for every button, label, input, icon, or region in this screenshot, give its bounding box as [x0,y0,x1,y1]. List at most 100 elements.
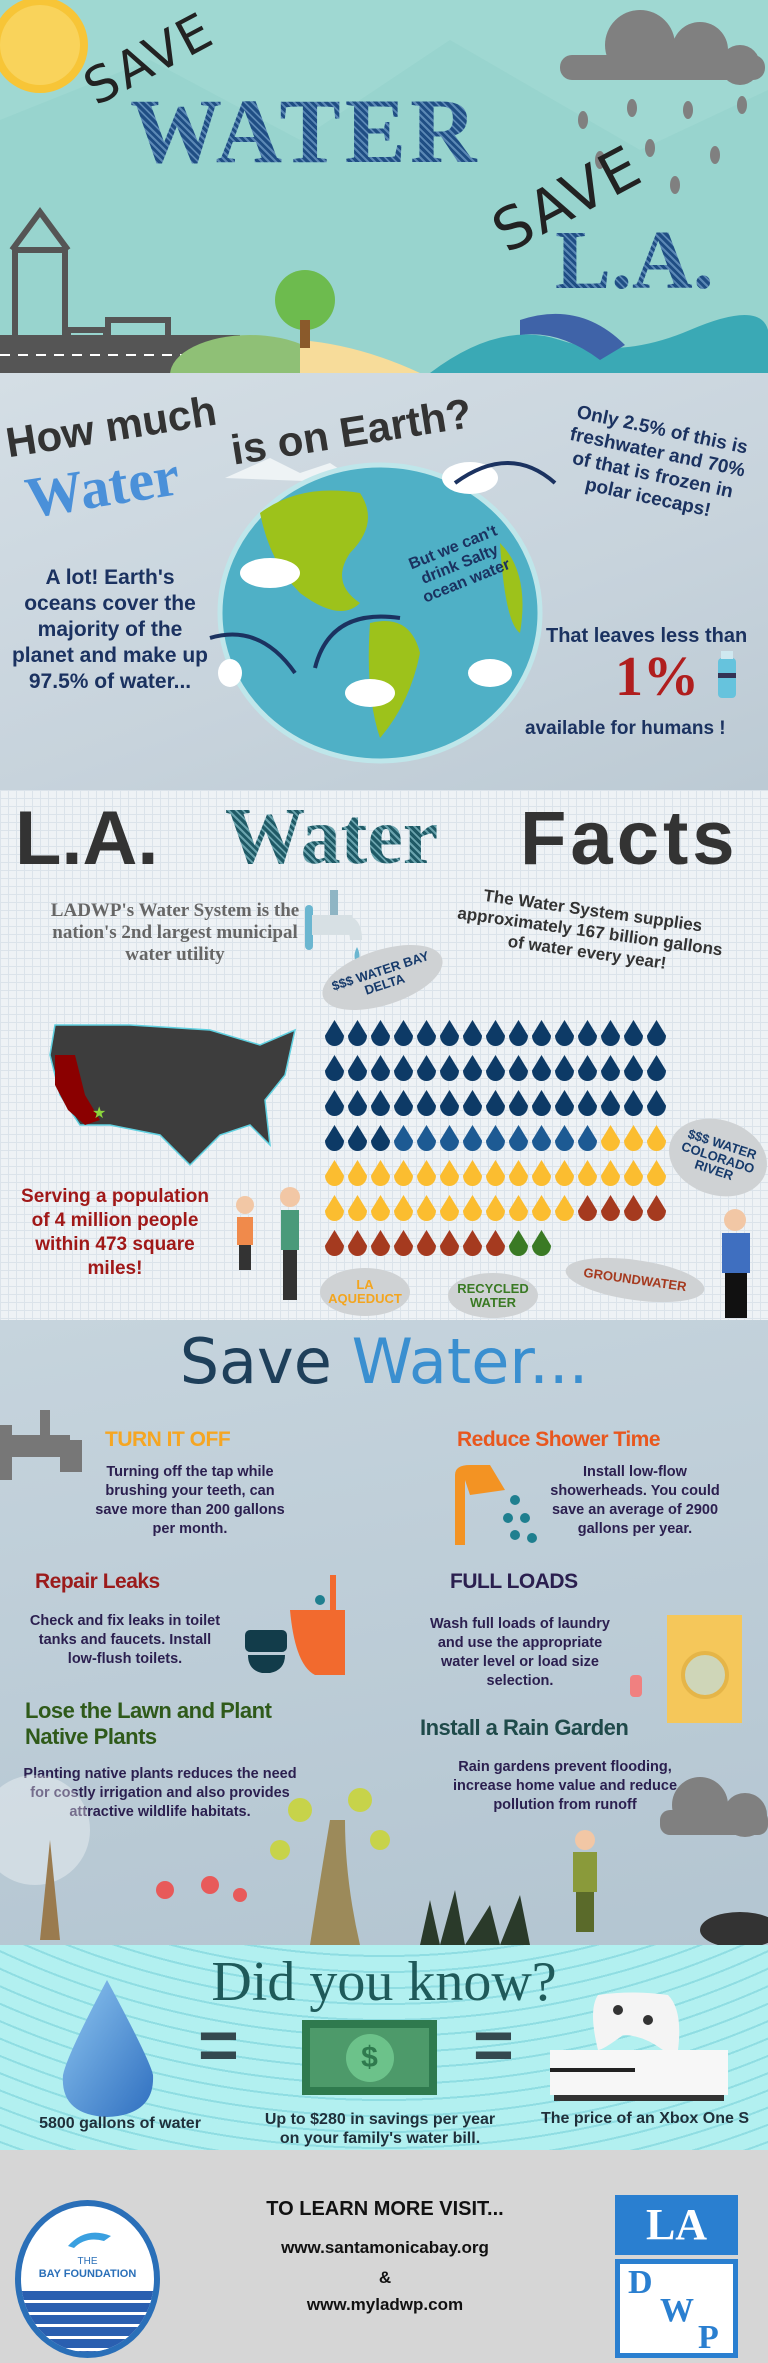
water-drop-la-aqueduct [371,1195,390,1221]
water-drop-bay-delta [325,1090,344,1116]
available-for-humans: available for humans ! [525,718,726,739]
water-drop-bay-delta [371,1020,390,1046]
water-drop-colorado-river [394,1125,413,1151]
save-title-water: Water... [351,1325,589,1398]
water-drop-bay-delta [348,1125,367,1151]
water-drop-groundwater [647,1195,666,1221]
water-drop-bay-delta [463,1020,482,1046]
arrow [453,461,557,485]
socks-icon [630,1675,642,1697]
water-drop-bay-delta [532,1020,551,1046]
water-drop-bay-delta [348,1055,367,1081]
save-title-save: Save [179,1325,332,1398]
water-drop-colorado-river [486,1125,505,1151]
la-star-icon: ★ [92,1105,106,1122]
water-drop-la-aqueduct [624,1125,643,1151]
ampersand: & [378,2268,392,2287]
facts-title-facts: Facts [520,796,739,881]
water-drop-groundwater [417,1230,436,1256]
water-drop-colorado-river [417,1125,436,1151]
water-drop-la-aqueduct [325,1160,344,1186]
equals-sign: = [198,2006,239,2084]
water-drop-groundwater [371,1230,390,1256]
water-drop-la-aqueduct [348,1160,367,1186]
facts-title-la: L.A. [15,796,159,881]
water-drop-la-aqueduct [647,1125,666,1151]
population-fact: Serving a population of 4 million people… [21,1186,209,1279]
tip-heading-native-plants: Lose the Lawn and Plant Native Plants [25,1698,272,1749]
washing-machine-icon [630,1615,742,1723]
water-drop-bay-delta [647,1055,666,1081]
tip-text-turn-it-off: Turning off the tap while brushing your … [95,1464,285,1537]
water-drop-bay-delta [624,1020,643,1046]
water-drop-bay-delta [624,1055,643,1081]
tip-text-native-plants: Planting native plants reduces the need … [23,1766,297,1820]
tip-text-shower: Install low-flow showerheads. You could … [550,1464,720,1537]
water-drop-la-aqueduct [463,1195,482,1221]
rain-cloud-icon [660,1777,768,1837]
water-drop-la-aqueduct [440,1195,459,1221]
water-drop-bay-delta [532,1090,551,1116]
water-drop-la-aqueduct [440,1160,459,1186]
water-drop-la-aqueduct [578,1160,597,1186]
water-drop-bay-delta [325,1020,344,1046]
bay-logo-name: BAY FOUNDATION [38,2268,137,2280]
water-drop-bay-delta [601,1020,620,1046]
water-drop-la-aqueduct [486,1160,505,1186]
water-drop-colorado-river [532,1125,551,1151]
water-drop-la-aqueduct [371,1160,390,1186]
tree-icon [40,1840,60,1940]
water-drop-colorado-river [509,1125,528,1151]
water-drop-bay-delta [578,1020,597,1046]
rain-cloud-icon [560,10,765,194]
water-drop-icon [62,1980,154,2117]
water-drop-la-aqueduct [394,1160,413,1186]
water-drop-bay-delta [394,1055,413,1081]
water-drop-la-aqueduct [555,1160,574,1186]
water-drop-bay-delta [578,1055,597,1081]
water-drop-groundwater [348,1230,367,1256]
water-drop-bay-delta [647,1020,666,1046]
tip-heading-rain-garden: Install a Rain Garden [420,1715,629,1740]
water-drop-la-aqueduct [601,1160,620,1186]
water-drop-bay-delta [555,1055,574,1081]
water-drop-groundwater [394,1230,413,1256]
california-highlight [55,1055,100,1125]
people-walking-illustration [236,1187,300,1300]
link-santamonicabay[interactable]: www.santamonicabay.org [281,2238,489,2257]
water-drop-colorado-river [555,1125,574,1151]
water-drop-bay-delta [394,1090,413,1116]
tip-heading-repair-leaks: Repair Leaks [35,1570,160,1593]
tree-icon [310,1820,360,1945]
water-drop-bay-delta [463,1055,482,1081]
label-la-aqueduct: LA AQUEDUCT [320,1268,410,1316]
did-you-know-section: Did you know? = $ = 5800 gallons of wate… [0,1945,768,2150]
facts-title-water: Water [225,793,439,881]
toilet-and-sink-icon [245,1575,345,1675]
water-drop-la-aqueduct [555,1195,574,1221]
water-drop-la-aqueduct [532,1195,551,1221]
water-drop-bay-delta [371,1125,390,1151]
water-drop-bay-delta [555,1090,574,1116]
ladwp-logo-w: W [660,2292,694,2329]
tip-heading-shower: Reduce Shower Time [457,1428,661,1451]
hero-la: L.A. [555,214,714,307]
water-drop-colorado-river [463,1125,482,1151]
learn-more-heading: TO LEARN MORE VISIT... [266,2198,504,2220]
water-drop-colorado-river [440,1125,459,1151]
faucet-icon [0,1410,82,1480]
water-drop-la-aqueduct [624,1160,643,1186]
link-myladwp[interactable]: www.myladwp.com [306,2295,464,2314]
water-drop-groundwater [440,1230,459,1256]
dollar-bill-icon: $ [302,2020,437,2095]
label-recycled-water: RECYCLED WATER [448,1273,538,1318]
waves-icon [21,2291,154,2352]
equals-sign: = [473,2006,514,2084]
ocean-waves [430,315,768,373]
water-drop-bay-delta [417,1020,436,1046]
tip-text-rain-garden: Rain gardens prevent flooding, increase … [452,1759,678,1813]
man-thumbs-up-illustration [722,1209,750,1318]
water-drop-la-aqueduct [325,1195,344,1221]
oceans-fact: A lot! Earth's oceans cover the majority… [11,566,209,693]
bay-logo-the: THE [77,2256,98,2267]
